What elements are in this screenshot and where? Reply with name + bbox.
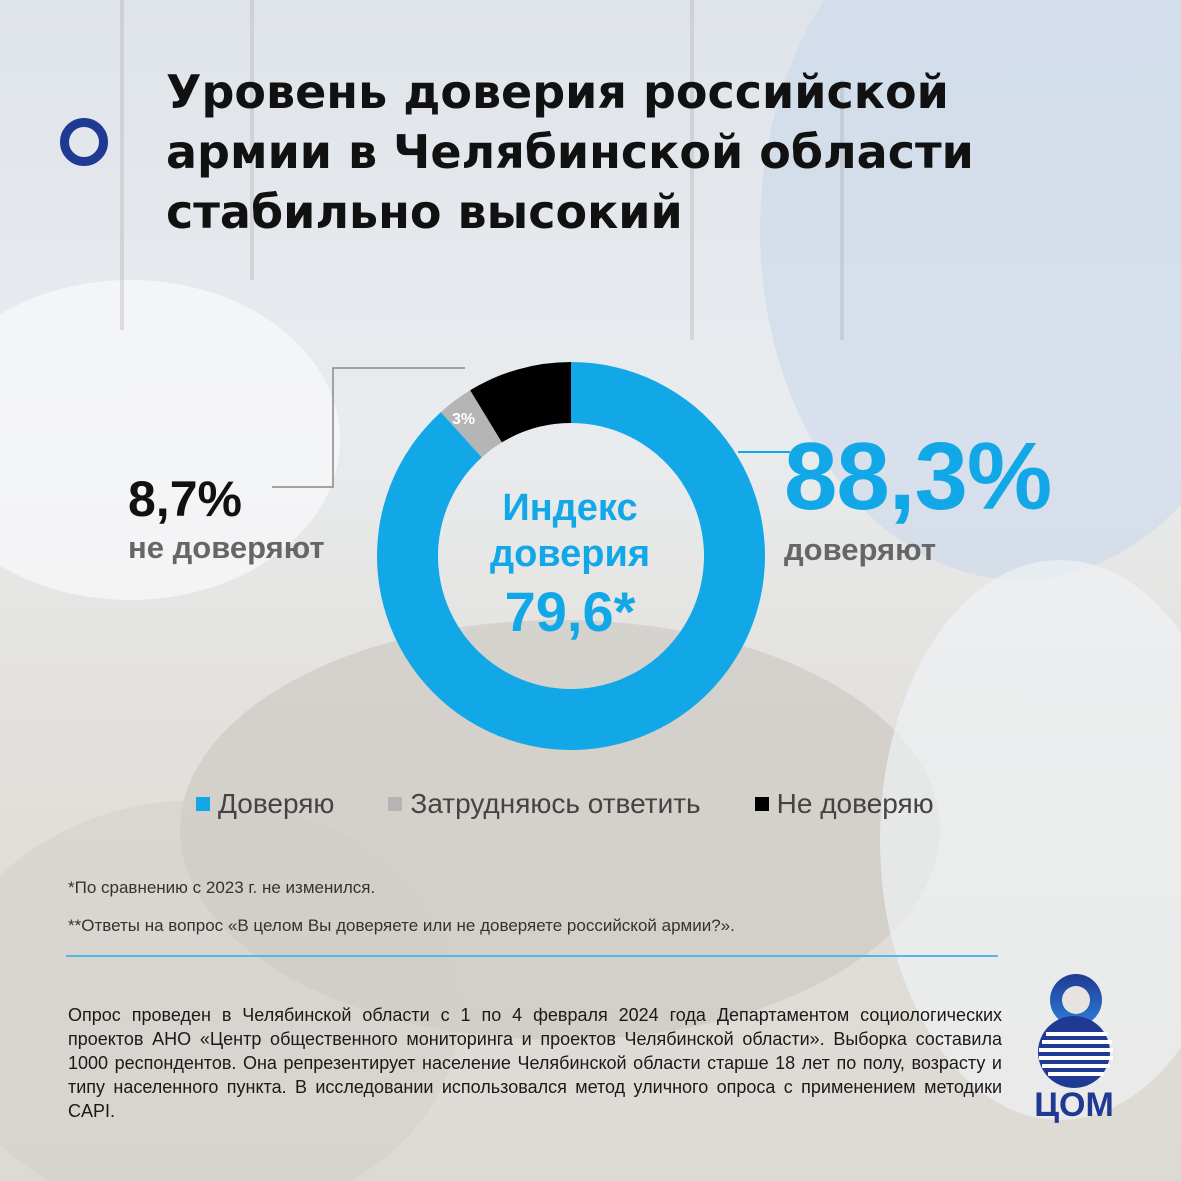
divider — [66, 955, 998, 957]
legend-swatch-trust — [196, 797, 210, 811]
title-bullet-icon — [60, 118, 108, 166]
donut-slice-distrust — [470, 362, 571, 443]
background-tree — [690, 0, 694, 340]
methodology-text: Опрос проведен в Челябинской области с 1… — [68, 1005, 1002, 1121]
chart-legend: Доверяю Затрудняюсь ответить Не доверяю — [196, 784, 988, 824]
trust-callout: 88,3% доверяют — [784, 422, 1052, 570]
legend-swatch-distrust — [754, 797, 769, 811]
background-blob — [0, 280, 340, 600]
title-line-3: стабильно высокий — [166, 185, 683, 239]
distrust-caption: не доверяют — [128, 530, 325, 565]
undecided-data-label: 3% — [452, 411, 476, 428]
distrust-leader-line — [272, 367, 465, 488]
background-tree — [840, 80, 844, 340]
logo-text: ЦОМ — [1034, 1086, 1114, 1124]
com-logo: ЦОМ — [1024, 970, 1124, 1130]
donut-center-label: Индекс доверия 79,6* — [440, 485, 700, 645]
distrust-callout: 8,7% не доверяют — [128, 470, 325, 568]
trust-caption: доверяют — [784, 532, 937, 567]
trust-value: 88,3% — [784, 423, 1052, 530]
legend-label: Затрудняюсь ответить — [410, 788, 701, 819]
donut-slice-trust — [376, 362, 765, 750]
com-logo-icon — [1038, 974, 1113, 1088]
donut-slice-undecided — [440, 390, 502, 458]
footnote-1: *По сравнению с 2023 г. не изменился. — [68, 878, 376, 897]
legend-label: Не доверяю — [776, 788, 934, 819]
trust-index-value: 79,6* — [504, 580, 636, 643]
background-tree — [250, 0, 254, 280]
title-line-2: армии в Челябинской области — [166, 125, 974, 179]
background-tree — [120, 0, 124, 330]
legend-item-undecided: Затрудняюсь ответить — [388, 788, 701, 820]
footnote-2: **Ответы на вопрос «В целом Вы доверяете… — [68, 916, 735, 935]
legend-label: Доверяю — [218, 788, 335, 819]
background-blob — [0, 800, 460, 1181]
title-line-1: Уровень доверия российской — [166, 65, 949, 119]
background-blob — [880, 560, 1181, 1120]
page-title: Уровень доверия российской армии в Челяб… — [166, 62, 1066, 242]
center-label-line-2: доверия — [489, 533, 651, 575]
distrust-value: 8,7% — [128, 471, 242, 527]
legend-item-trust: Доверяю — [196, 788, 334, 820]
legend-swatch-undecided — [388, 797, 403, 811]
center-label-line-1: Индекс — [502, 487, 638, 529]
legend-item-distrust: Не доверяю — [754, 788, 934, 820]
